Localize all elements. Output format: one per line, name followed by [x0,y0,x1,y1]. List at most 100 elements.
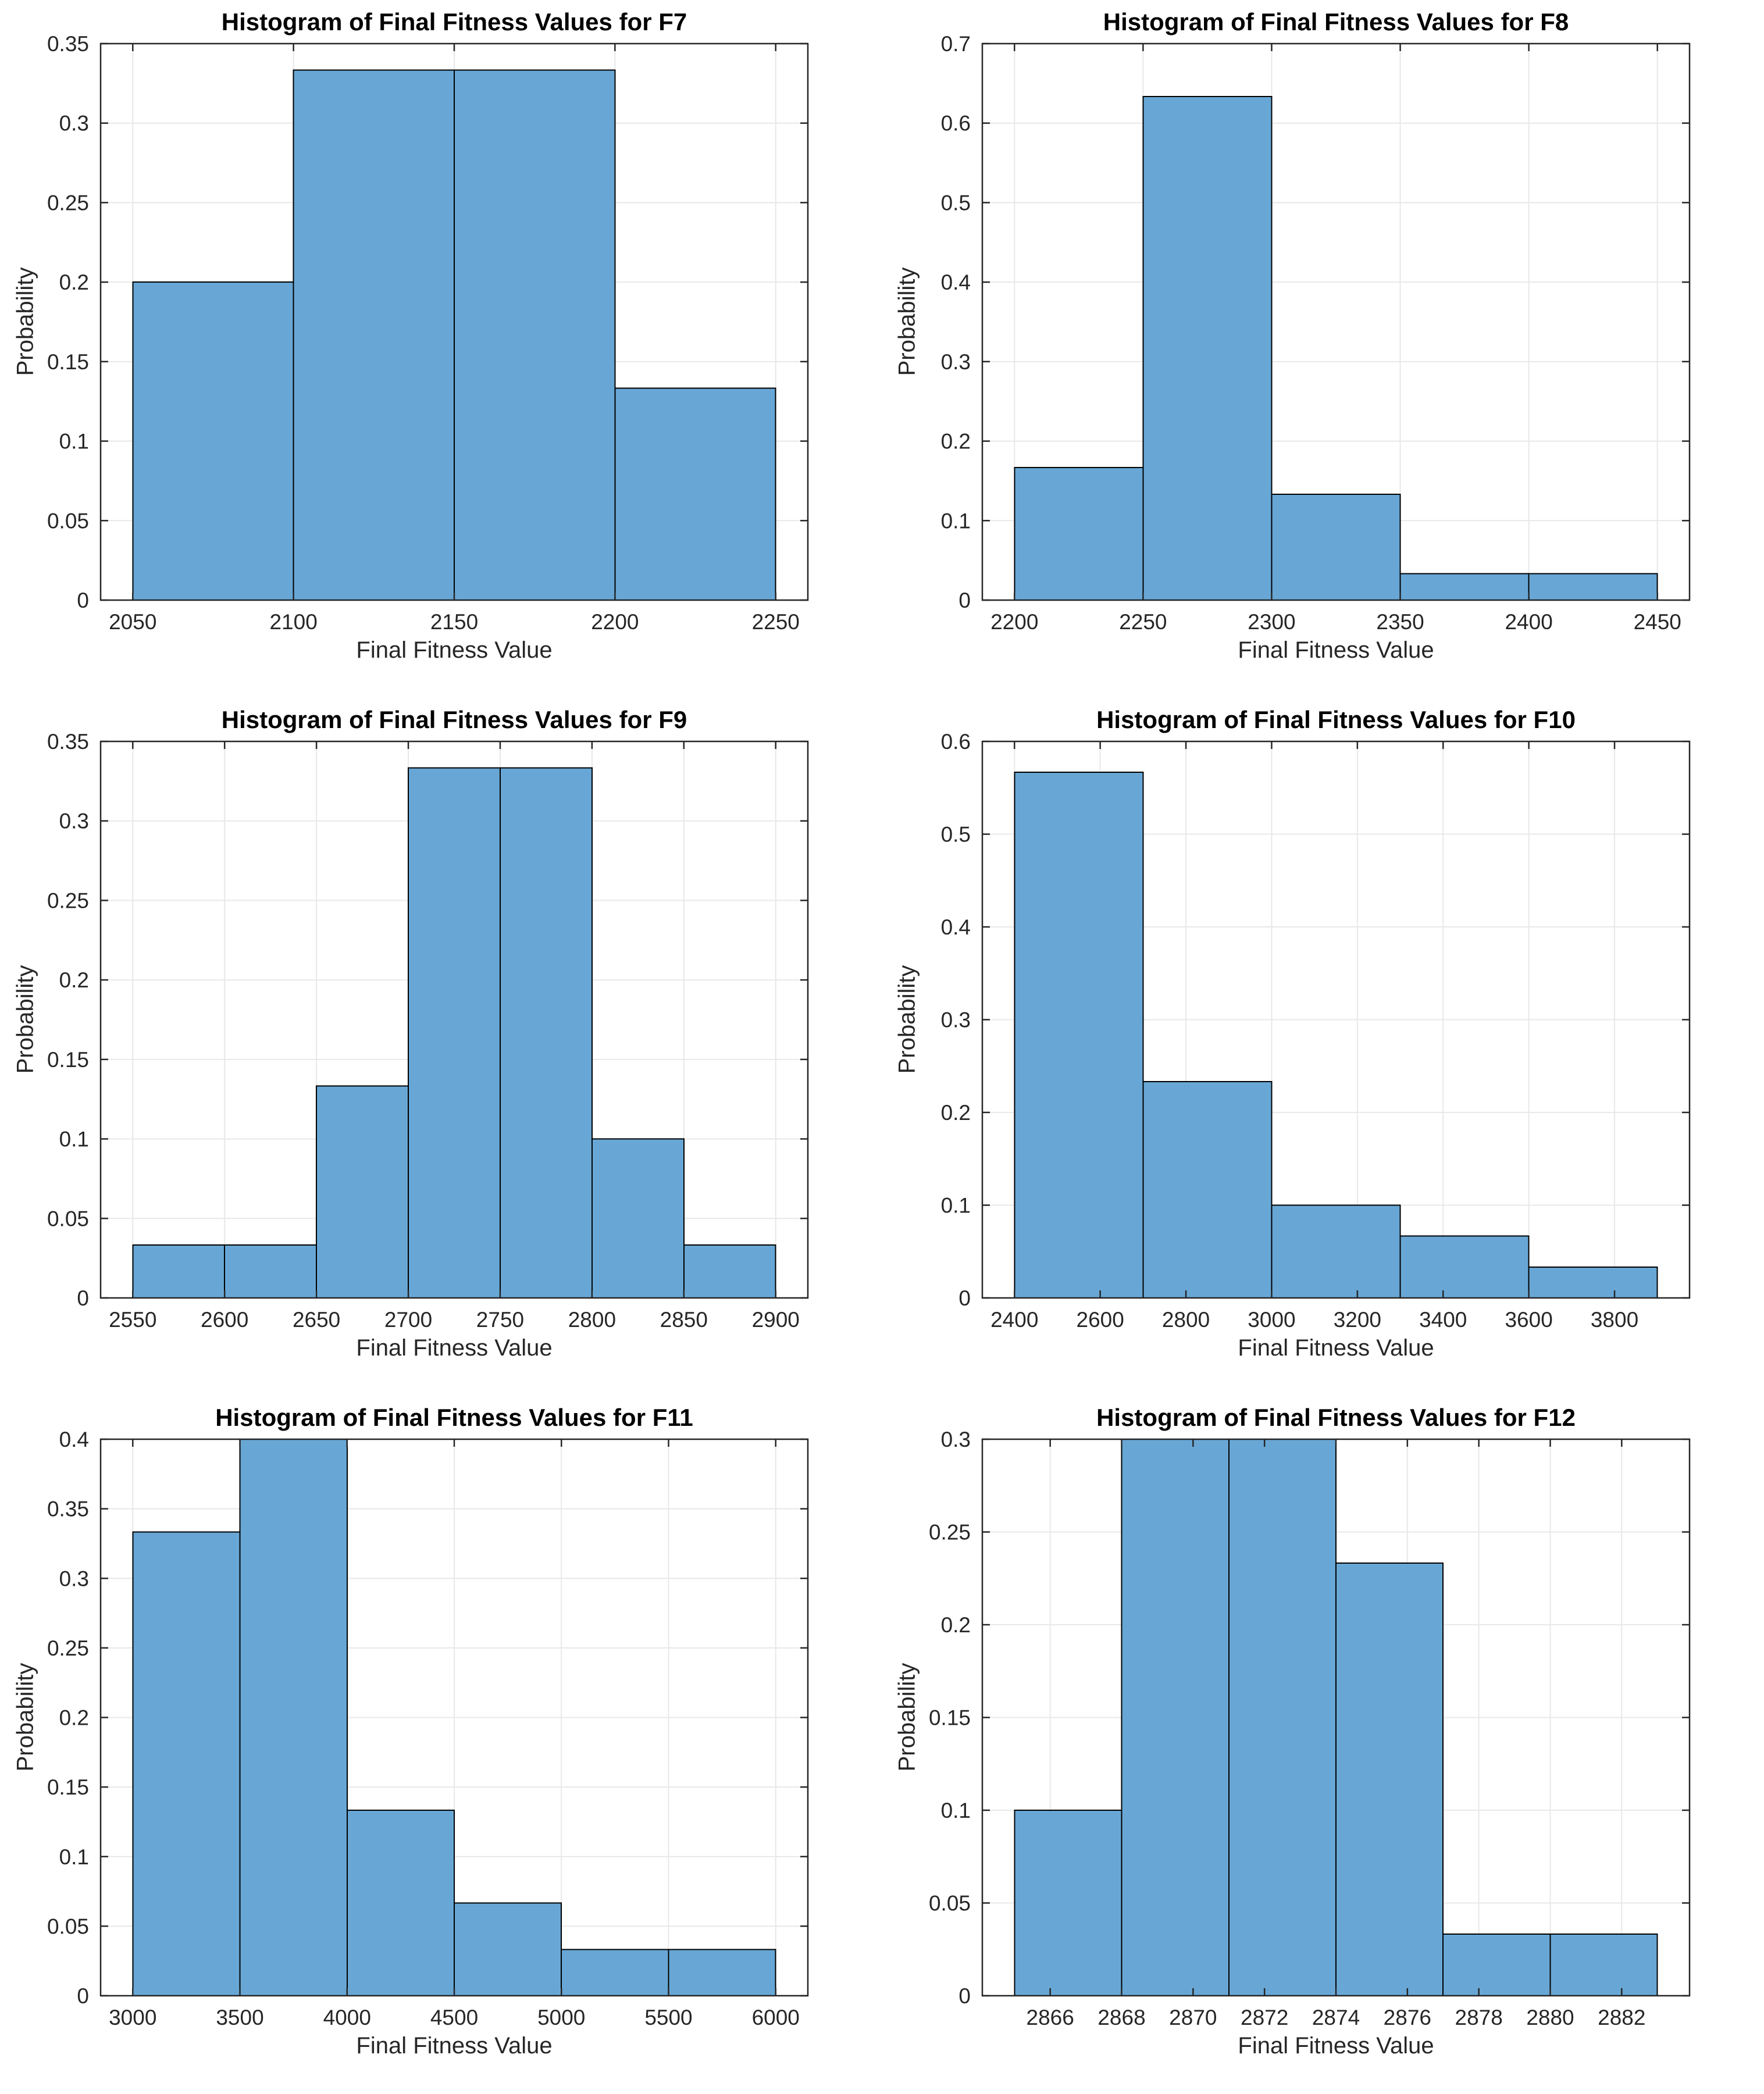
y-tick-label: 0.3 [941,1428,971,1451]
histogram-bar [668,1949,776,1997]
y-tick-label: 0.1 [59,430,89,454]
subplot-f11: 3000 3500 4000 4500 5000 5500 6000 0 0.05 0.1 0.15… [0,1396,882,2093]
x-tick-label: 3200 [1334,1308,1381,1332]
y-tick-label: 0.7 [941,32,971,56]
x-tick-label: 2866 [1027,2006,1074,2029]
histogram-bar [346,1810,455,1997]
subplot-f9: 2550 2600 2650 2700 2750 2800 2850 2900 0 0.05 0.1… [0,698,882,1396]
x-tick-label: 5000 [537,2006,585,2029]
x-tick-label: 2300 [1248,610,1295,634]
histogram-bar [1335,1562,1444,1996]
y-tick-label: 0.3 [59,1567,89,1590]
x-tick-label: 2400 [1505,610,1552,634]
histogram-bar [224,1244,318,1299]
x-tick-label: 4500 [430,2006,478,2029]
y-tick-label: 0 [77,588,89,612]
chart-title: Histogram of Final Fitness Values for F1… [1096,1404,1576,1431]
x-tick-label: 2650 [293,1308,340,1332]
y-tick-label: 0.15 [47,350,89,374]
plot-area: 2866 2868 2870 2872 2874 2876 2878 2880 2882 0 0.0… [929,1428,1691,2029]
y-tick-label: 0.5 [941,823,971,847]
histogram-bar [132,1531,241,1996]
x-tick-label: 4000 [323,2006,371,2029]
x-tick-label: 3400 [1419,1308,1467,1332]
histogram-bar [1528,573,1658,601]
x-tick-label: 2800 [1162,1308,1210,1332]
histogram-bar [1271,1204,1401,1299]
x-tick-label: 2850 [660,1308,708,1332]
x-tick-label: 2700 [384,1308,432,1332]
y-tick-label: 0.25 [929,1521,971,1544]
chart-title: Histogram of Final Fitness Values for F1… [215,1404,693,1431]
y-tick-label: 0 [77,1984,89,2008]
y-tick-label: 0.2 [941,430,971,454]
y-tick-label: 0.05 [929,1892,971,1915]
x-tick-label: 3000 [109,2006,156,2029]
axes-frame [99,740,809,1299]
y-tick-label: 0.3 [59,112,89,135]
y-axis-label: Probability [894,267,920,376]
histogram-bar [1142,96,1273,601]
plot-area: 2400 2600 2800 3000 3200 3400 3600 3800 0 0.1 0.2 0… [941,730,1691,1332]
y-tick-label: 0.2 [59,1706,89,1730]
x-tick-label: 6000 [752,2006,800,2029]
y-axis-label: Probability [894,1663,920,1772]
x-tick-label: 5500 [644,2006,692,2029]
y-tick-label: 0.15 [47,1775,89,1799]
y-tick-label: 0.15 [929,1706,971,1730]
x-tick-label: 2450 [1634,610,1681,634]
x-tick-label: 3600 [1505,1308,1552,1332]
plot-area: 2200 2250 2300 2350 2400 2450 0 0.1 0.2 0.3 0.4 0.5… [941,32,1691,634]
x-tick-label: 2874 [1312,2006,1360,2029]
y-tick-label: 0.4 [59,1428,89,1451]
histogram-bar [591,1138,685,1299]
histogram-bar [1014,1810,1122,1996]
x-tick-label: 2870 [1169,2006,1217,2029]
y-tick-label: 0.6 [941,730,971,754]
x-tick-label: 2400 [990,1308,1038,1332]
histogram-bar [683,1244,776,1299]
x-tick-label: 2882 [1598,2006,1645,2029]
y-tick-label: 0.05 [47,509,89,533]
histogram-bar [1442,1933,1551,1997]
x-tick-label: 3000 [1248,1308,1295,1332]
subplot-f7: 2050 2100 2150 2200 2250 0 0.05 0.1 0.15 0.2 0.25 0… [0,0,882,698]
histogram-bar [561,1949,669,1997]
x-tick-label: 2900 [752,1308,800,1332]
x-tick-label: 2800 [568,1308,616,1332]
chart-title: Histogram of Final Fitness Values for F1… [1096,706,1576,733]
y-tick-label: 0.3 [59,809,89,833]
chart-title: Histogram of Final Fitness Values for F7 [221,8,687,35]
y-tick-label: 0.4 [941,915,971,939]
histogram-bar [1142,1080,1273,1299]
y-tick-label: 0.5 [941,191,971,215]
x-tick-label: 2876 [1384,2006,1431,2029]
y-axis-label: Probability [894,965,920,1074]
x-axis-label: Final Fitness Value [356,1335,553,1361]
histogram-bar [316,1085,409,1299]
histogram-bar [1014,772,1144,1299]
plot-area: 2550 2600 2650 2700 2750 2800 2850 2900 0 0.05 0.1… [47,730,809,1332]
x-axis-label: Final Fitness Value [1238,1335,1434,1361]
x-tick-label: 2600 [1077,1308,1124,1332]
histogram-bar [1014,467,1144,601]
y-tick-label: 0.1 [941,1194,971,1218]
x-tick-label: 2872 [1241,2006,1288,2029]
histogram-bar [1528,1266,1658,1299]
histogram-bar [408,767,501,1299]
y-tick-label: 0.4 [941,270,971,294]
y-tick-label: 0.1 [59,1128,89,1151]
histogram-bar [1549,1933,1658,1997]
y-axis-label: Probability [12,267,38,376]
subplot-f12: 2866 2868 2870 2872 2874 2876 2878 2880 2882 0 0.0… [882,1396,1763,2093]
y-tick-label: 0.2 [941,1613,971,1637]
y-tick-label: 0.3 [941,350,971,374]
x-axis-label: Final Fitness Value [356,637,553,663]
y-tick-label: 0.3 [941,1008,971,1032]
y-tick-label: 0.35 [47,32,89,56]
x-tick-label: 2600 [201,1308,248,1332]
x-tick-label: 2150 [430,610,478,634]
y-tick-label: 0.25 [47,889,89,912]
x-axis-label: Final Fitness Value [356,2033,553,2059]
